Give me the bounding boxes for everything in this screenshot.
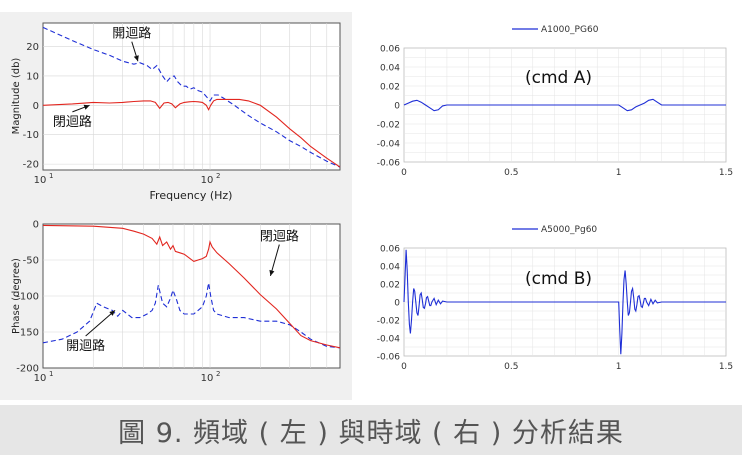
series-line [42,98,341,168]
x-tick-exponent: 2 [216,370,220,378]
y-tick-label: 0.04 [380,263,400,273]
magnitude-plot-area [42,22,341,171]
annotation-label: 閉迴路 [53,114,92,130]
magnitude-x-axis-label: Frequency (Hz) [150,189,233,202]
y-tick-label: 0.02 [380,281,400,291]
y-tick-label: 0 [33,220,39,231]
annotation-arrowhead [133,55,139,62]
y-tick-label: 0 [33,101,39,112]
y-tick-label: 0.06 [380,245,400,255]
y-tick-label: 0.06 [380,45,400,55]
y-tick-label: -10 [23,130,39,141]
annotation-arrow [85,310,116,337]
magnitude-y-axis-label: Magnitude (db) [11,58,22,135]
cmd-a-legend-label: A1000_PG60 [541,25,599,35]
x-tick-exponent: 1 [49,172,53,180]
x-tick-label: 1 [616,362,622,372]
series-line [403,249,726,355]
cmd-b-inner-label: (cmd B) [525,269,592,289]
y-tick-label: -0.02 [377,121,400,131]
x-tick-label: 1 [616,168,622,178]
x-tick-exponent: 1 [49,370,53,378]
x-tick-label: 10 [201,175,214,186]
y-tick-label: -50 [23,256,39,267]
annotation-arrowhead [83,104,90,110]
series-line [403,98,726,112]
x-tick-label: 0.5 [504,168,518,178]
y-tick-label: -0.06 [377,159,401,169]
cmd-b-series [403,249,726,355]
y-tick-label: -0.04 [377,140,401,150]
x-tick-label: 10 [201,373,214,384]
y-tick-label: 0.04 [380,64,400,74]
y-tick-label: 0.02 [380,83,400,93]
y-tick-label: -150 [16,328,39,339]
cmd-b-legend-label: A5000_Pg60 [541,225,597,235]
x-tick-label: 10 [34,175,47,186]
annotation-label: 開迴路 [66,338,105,354]
x-tick-label: 0.5 [504,362,518,372]
y-tick-label: -0.06 [377,353,401,363]
caption-bar: 圖 9. 頻域 ( 左 ) 與時域 ( 右 ) 分析結果 [0,405,742,455]
annotation-label: 閉迴路 [260,229,299,245]
cmd-b-tick-labels: 0.060.040.020-0.02-0.04-0.060 0.5 1 1.5 [377,245,733,373]
annotation-arrow [269,244,280,276]
y-tick-label: 0 [394,299,400,309]
magnitude-grid [43,23,340,170]
x-tick-label: 1.5 [719,362,733,372]
x-tick-label: 10 [34,373,47,384]
y-tick-label: 20 [26,42,39,53]
cmd-a-plot: 0.060.040.020-0.02-0.04-0.060 0.5 1 1.5 A10… [377,25,733,178]
x-tick-label: 1.5 [719,168,733,178]
y-tick-label: 10 [26,71,39,82]
x-tick-exponent: 2 [216,172,220,180]
y-tick-label: 0 [394,102,400,112]
figure-caption: 圖 9. 頻域 ( 左 ) 與時域 ( 右 ) 分析結果 [118,417,624,449]
annotation-label: 開迴路 [112,26,151,42]
y-tick-label: -0.04 [377,335,401,345]
annotation-arrowhead [109,310,116,316]
annotation-arrowhead [269,269,275,276]
y-tick-label: -0.02 [377,317,400,327]
y-tick-label: -200 [16,364,39,375]
cmd-a-tick-labels: 0.060.040.020-0.02-0.04-0.060 0.5 1 1.5 [377,45,733,179]
x-tick-label: 0 [401,168,407,178]
phase-y-axis-label: Phase (degree) [11,258,22,334]
cmd-a-series [403,98,726,112]
y-tick-label: -20 [23,160,39,171]
cmd-a-inner-label: (cmd A) [525,68,592,88]
y-tick-label: -100 [16,292,39,303]
phase-grid [43,224,340,368]
magnitude-series [42,26,341,168]
series-line [42,224,341,349]
cmd-b-plot: 0.060.040.020-0.02-0.04-0.060 0.5 1 1.5 A50… [377,225,733,372]
x-tick-label: 0 [401,362,407,372]
